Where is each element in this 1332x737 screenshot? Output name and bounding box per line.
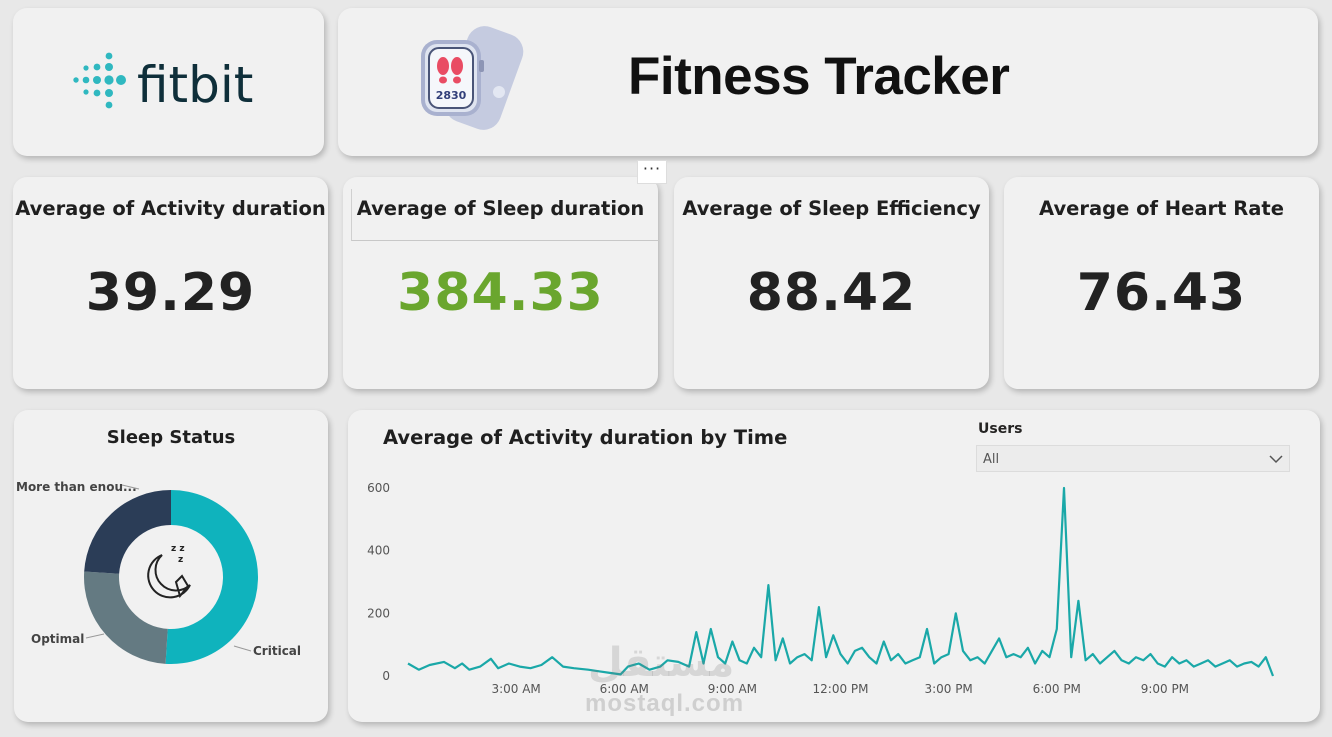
users-slicer-dropdown[interactable]: All	[976, 445, 1290, 472]
x-tick-label: 9:00 AM	[708, 682, 757, 696]
kpi-card-heart-rate[interactable]: Average of Heart Rate 76.43	[1004, 177, 1319, 389]
leader-line	[121, 484, 140, 490]
y-tick-label: 600	[367, 481, 390, 495]
donut-slice-optimal[interactable]	[83, 571, 168, 664]
x-tick-label: 9:00 PM	[1141, 682, 1189, 696]
donut-label-optimal: Optimal	[31, 632, 84, 646]
chevron-down-icon	[1269, 455, 1283, 464]
kpi-card-sleep-efficiency[interactable]: Average of Sleep Efficiency 88.42	[674, 177, 989, 389]
leader-line	[85, 633, 105, 639]
watch-display-text: 2830	[436, 89, 467, 102]
watermark-text: mostaql.com	[585, 690, 745, 717]
kpi-label: Average of Sleep duration	[356, 197, 645, 220]
kpi-value: 76.43	[1076, 263, 1247, 323]
donut-slice-more-than-enou[interactable]	[84, 490, 171, 574]
donut-slice-critical[interactable]	[165, 490, 258, 664]
x-tick-label: 12:00 PM	[813, 682, 869, 696]
x-tick-label: 3:00 PM	[924, 682, 972, 696]
more-options-button[interactable]: ···	[637, 160, 667, 184]
kpi-card-sleep-duration[interactable]: Average of Sleep duration 384.33	[343, 177, 659, 389]
users-slicer-label: Users	[978, 421, 1023, 437]
kpi-label: Average of Sleep Efficiency	[682, 197, 981, 220]
kpi-label: Average of Activity duration	[15, 197, 326, 220]
y-tick-label: 400	[367, 544, 390, 558]
users-slicer-value: All	[983, 452, 1000, 467]
x-tick-label: 3:00 AM	[491, 682, 540, 696]
sleep-status-title: Sleep Status	[106, 427, 236, 448]
x-tick-label: 6:00 AM	[600, 682, 649, 696]
kpi-value: 384.33	[397, 263, 604, 323]
sleep-status-donut-chart[interactable]: z z z More than enou... Optimal Critical	[14, 410, 328, 722]
activity-duration-chart-card[interactable]: 0 200 400 600 3:00 AM 6:00 AM 9:00 AM 12:00 PM…	[348, 410, 1320, 722]
zzz-glyph: z	[178, 555, 183, 565]
series-line-activity-duration[interactable]	[407, 486, 1275, 677]
sleep-status-card[interactable]: Sleep Status z z z More than enou... Opt…	[14, 410, 328, 722]
kpi-value: 88.42	[746, 263, 917, 323]
kpi-value: 39.29	[85, 263, 256, 323]
page-title: Fitness Tracker	[628, 47, 1010, 106]
y-tick-label: 200	[367, 606, 390, 620]
zzz-glyph: z z	[171, 544, 185, 554]
leader-line	[233, 645, 252, 652]
y-tick-label: 0	[382, 669, 390, 683]
donut-label-more-than-enough: More than enou...	[16, 480, 137, 494]
smartwatch-icon: 2830	[421, 26, 524, 130]
sleeping-moon-icon	[147, 554, 191, 599]
watermark-arabic: مستقل	[588, 640, 735, 686]
kpi-card-activity-duration[interactable]: Average of Activity duration 39.29	[13, 177, 328, 389]
activity-chart-title: Average of Activity duration by Time	[383, 426, 788, 449]
selection-outline	[351, 189, 659, 241]
donut-label-critical: Critical	[253, 644, 301, 658]
fitbit-dots-icon	[73, 52, 126, 109]
activity-duration-line-chart[interactable]: 0 200 400 600 3:00 AM 6:00 AM 9:00 AM 12:00 PM…	[348, 410, 1320, 722]
x-tick-label: 6:00 PM	[1033, 682, 1081, 696]
logo-card: fitbit	[13, 8, 324, 156]
kpi-label: Average of Heart Rate	[1039, 197, 1284, 220]
fitbit-logo-text: fitbit	[137, 56, 254, 114]
